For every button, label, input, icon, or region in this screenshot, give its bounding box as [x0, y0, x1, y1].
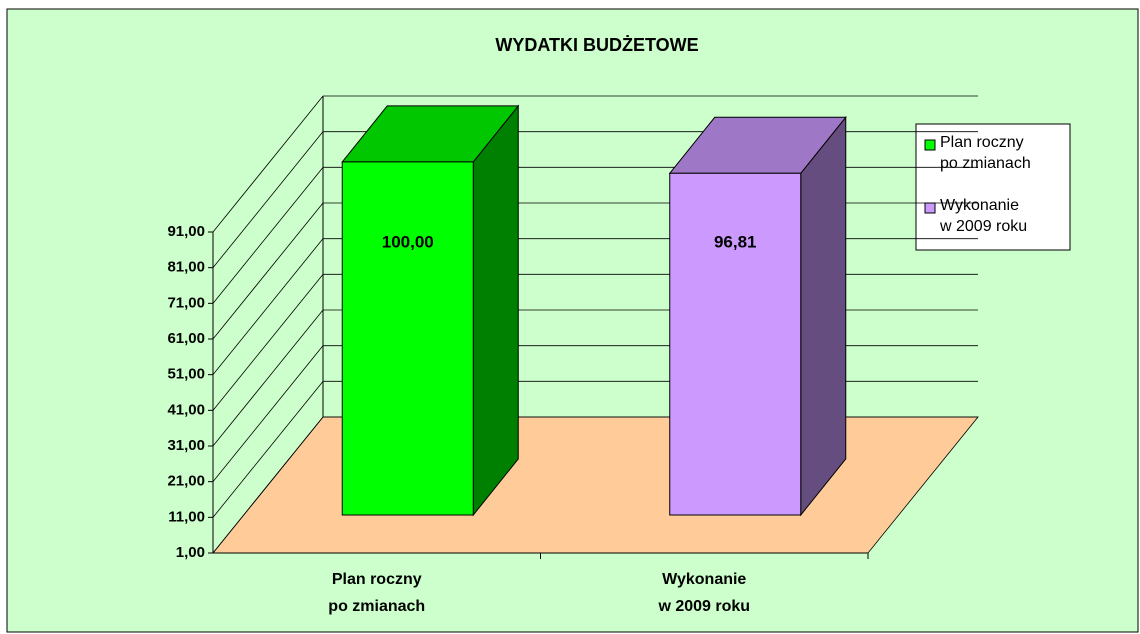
grid-line	[212, 345, 324, 482]
value-label: 100,00	[382, 232, 434, 251]
legend-swatch	[924, 139, 936, 151]
grid-line	[212, 274, 324, 411]
legend	[915, 123, 1071, 251]
grid-line	[212, 202, 324, 340]
bar-side	[472, 104, 519, 517]
grid-line	[212, 238, 324, 375]
legend-swatch	[924, 202, 936, 214]
grid-line	[212, 381, 324, 518]
bar	[341, 161, 474, 516]
value-label: 96,81	[714, 232, 757, 251]
legend-label: Plan roczny po zmianach	[940, 134, 1031, 172]
y-tick-label: 11,00	[168, 508, 205, 525]
y-tick-label: 91,00	[167, 223, 205, 240]
grid-line	[212, 309, 324, 447]
y-tick-label: 41,00	[167, 401, 205, 418]
y-tick-label: 1,00	[176, 544, 205, 561]
y-tick-label: 81,00	[167, 259, 205, 276]
y-tick-label: 21,00	[167, 473, 205, 490]
y-tick-label: 51,00	[167, 366, 205, 383]
x-tick-label: Wykonanie w 2009 roku	[658, 571, 751, 615]
bar	[669, 172, 802, 516]
y-tick-label: 71,00	[167, 294, 205, 311]
grid-line	[212, 95, 324, 233]
bar-side	[800, 115, 847, 517]
x-tick-label: Plan roczny po zmianach	[328, 571, 426, 615]
legend-label: Wykonanie w 2009 roku	[940, 197, 1028, 235]
y-tick-label: 61,00	[167, 330, 205, 347]
grid-line	[212, 416, 324, 554]
grid-line	[212, 131, 324, 268]
chart-title: WYDATKI BUDŻETOWE	[495, 35, 698, 55]
y-tick-label: 31,00	[167, 437, 205, 454]
grid-line	[212, 167, 324, 304]
floor	[212, 416, 979, 554]
